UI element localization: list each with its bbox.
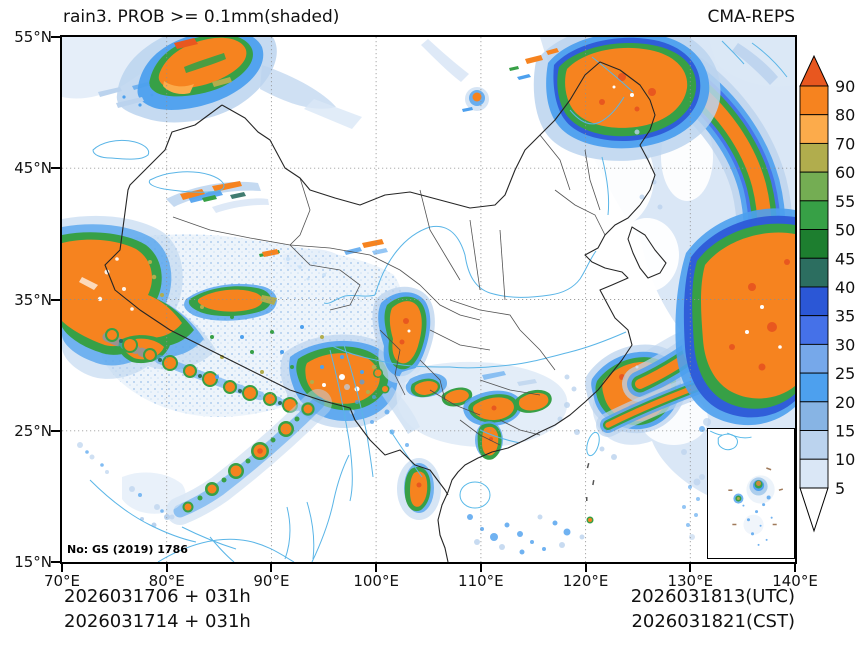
colorbar-segment bbox=[799, 229, 829, 259]
colorbar-tick-label: 15 bbox=[835, 422, 855, 441]
colorbar-tick-label: 80 bbox=[835, 106, 855, 125]
x-tick-mark bbox=[584, 563, 587, 572]
y-tick-label: 25°N bbox=[14, 421, 52, 440]
colorbar-tick-label: 55 bbox=[835, 192, 855, 211]
x-tick-mark bbox=[375, 563, 378, 572]
colorbar-segment bbox=[799, 286, 829, 317]
x-tick-mark bbox=[270, 563, 273, 572]
colorbar-tick-label: 45 bbox=[835, 249, 855, 268]
x-tick-mark bbox=[61, 563, 63, 572]
colorbar-segment bbox=[799, 343, 829, 374]
colorbar-segment bbox=[799, 85, 829, 116]
colorbar-segment bbox=[799, 430, 829, 460]
x-tick-mark bbox=[165, 563, 168, 572]
colorbar-tick-label: 70 bbox=[835, 134, 855, 153]
valid-time-utc: 2026031813(UTC) bbox=[630, 586, 795, 607]
model-name: CMA-REPS bbox=[707, 7, 795, 27]
colorbar-canvas: 90 80 70 60 55 50 45 40 35 30 25 20 15 10 5 bbox=[799, 54, 855, 533]
x-tick-label: 110°E bbox=[458, 572, 504, 590]
colorbar-segment bbox=[799, 171, 829, 202]
y-tick-label: 35°N bbox=[14, 290, 52, 309]
x-tick-label: 90°E bbox=[253, 572, 290, 590]
y-tick-mark bbox=[51, 167, 60, 170]
colorbar-tick-label: 50 bbox=[835, 221, 855, 240]
colorbar-tick-label: 90 bbox=[835, 77, 855, 96]
x-tick-label: 120°E bbox=[562, 572, 609, 590]
y-tick-mark bbox=[51, 429, 60, 432]
x-tick-mark bbox=[794, 563, 796, 572]
colorbar-tick-label: 40 bbox=[835, 278, 855, 297]
init-time-cst: 2026031714 + 031h bbox=[64, 611, 251, 632]
license-note: No: GS (2019) 1786 bbox=[67, 543, 188, 556]
colorbar: 90 80 70 60 55 50 45 40 35 30 25 20 15 10 5 bbox=[798, 50, 860, 545]
probability-shading-layer bbox=[62, 37, 795, 555]
map-canvas bbox=[62, 37, 795, 562]
inset-canvas bbox=[709, 430, 783, 546]
y-tick-label: 15°N bbox=[14, 553, 52, 571]
colorbar-over-arrow bbox=[799, 54, 829, 87]
chart-title: rain3. PROB >= 0.1mm(shaded) bbox=[63, 7, 340, 27]
rivers-layer bbox=[89, 40, 788, 562]
colorbar-segment bbox=[799, 200, 829, 230]
init-time-utc: 2026031706 + 031h bbox=[64, 586, 251, 607]
colorbar-tick-label: 5 bbox=[835, 479, 845, 498]
x-tick-mark bbox=[479, 563, 482, 572]
x-tick-label: 80°E bbox=[148, 572, 185, 590]
colorbar-segment bbox=[799, 401, 829, 431]
colorbar-tick-label: 10 bbox=[835, 450, 855, 469]
y-tick-label: 45°N bbox=[14, 159, 52, 178]
south-china-sea-inset bbox=[707, 428, 795, 559]
colorbar-segment bbox=[799, 458, 829, 489]
colorbar-tick-label: 20 bbox=[835, 393, 855, 412]
y-tick-label: 55°N bbox=[14, 28, 52, 46]
colorbar-segment bbox=[799, 142, 829, 173]
x-tick-mark bbox=[689, 563, 692, 572]
x-tick-label: 140°E bbox=[772, 572, 818, 590]
province-borders-layer bbox=[172, 134, 606, 446]
x-tick-label: 70°E bbox=[43, 572, 81, 590]
colorbar-tick-label: 60 bbox=[835, 163, 855, 182]
national-border-layer bbox=[104, 61, 667, 562]
y-tick-mark bbox=[51, 298, 60, 301]
colorbar-segment bbox=[799, 257, 829, 288]
y-tick-mark bbox=[51, 561, 60, 563]
colorbar-tick-label: 30 bbox=[835, 335, 855, 354]
colorbar-tick-label: 35 bbox=[835, 307, 855, 326]
colorbar-segment bbox=[799, 372, 829, 403]
colorbar-segment bbox=[799, 114, 829, 144]
colorbar-under-arrow bbox=[799, 487, 829, 533]
x-tick-label: 100°E bbox=[353, 572, 399, 590]
x-tick-label: 130°E bbox=[667, 572, 714, 590]
colorbar-segment bbox=[799, 315, 829, 345]
valid-time-cst: 2026031821(CST) bbox=[631, 611, 795, 632]
colorbar-tick-label: 25 bbox=[835, 364, 855, 383]
map-frame: No: GS (2019) 1786 bbox=[60, 35, 797, 564]
y-tick-mark bbox=[51, 36, 60, 38]
